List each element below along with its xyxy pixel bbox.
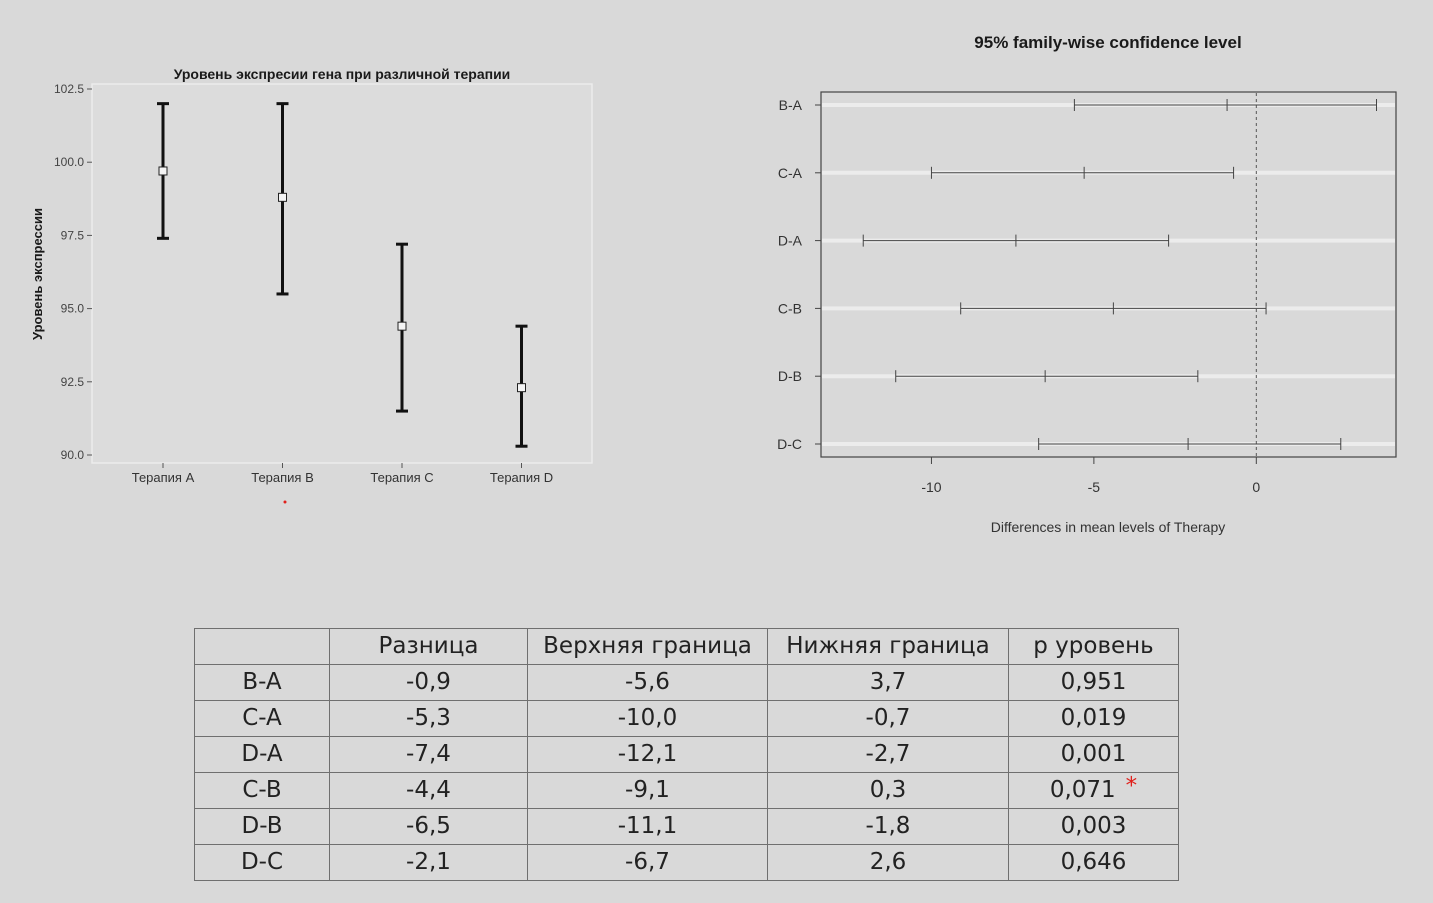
cell-p: 0,003 bbox=[1008, 808, 1179, 845]
table-header-pair bbox=[194, 628, 330, 665]
p-value: 0,646 bbox=[1060, 849, 1127, 875]
chart1-ylabel: Уровень экспрессии bbox=[30, 208, 45, 340]
table-row: D-B -6,5 -11,1 -1,8 0,003 bbox=[194, 808, 1179, 845]
table-row: D-C -2,1 -6,7 2,6 0,646 bbox=[194, 844, 1179, 881]
cell-pair: C-B bbox=[194, 772, 330, 809]
x-tick-label: Терапия C bbox=[370, 470, 433, 485]
x-tick-label: Терапия B bbox=[251, 470, 314, 485]
y-tick-label: 90.0 bbox=[61, 448, 85, 462]
p-value: 0,071 bbox=[1049, 777, 1116, 803]
cell-upper: -11,1 bbox=[527, 808, 768, 845]
cell-upper: -12,1 bbox=[527, 736, 768, 773]
p-value: 0,003 bbox=[1060, 813, 1127, 839]
mean-marker bbox=[397, 321, 407, 331]
table-row: D-A -7,4 -12,1 -2,7 0,001 bbox=[194, 736, 1179, 773]
chart1-title: Уровень экспресии гена при различной тер… bbox=[174, 66, 511, 82]
cell-pair: D-A bbox=[194, 736, 330, 773]
cell-upper: -5,6 bbox=[527, 664, 768, 701]
cell-diff: -0,9 bbox=[329, 664, 528, 701]
cell-p: 0,071 * bbox=[1008, 772, 1179, 809]
y-tick-label: 100.0 bbox=[54, 155, 84, 169]
cell-upper: -10,0 bbox=[527, 700, 768, 737]
chart1-plot-area bbox=[91, 83, 593, 464]
cell-p: 0,001 bbox=[1008, 736, 1179, 773]
y-tick-label: 102.5 bbox=[54, 82, 84, 96]
y-tick-label: 92.5 bbox=[61, 375, 85, 389]
y-tick-label: 97.5 bbox=[61, 228, 85, 242]
cell-upper: -9,1 bbox=[527, 772, 768, 809]
table-header-lower: Нижняя граница bbox=[767, 628, 1009, 665]
table-row: C-B -4,4 -9,1 0,3 0,071 * bbox=[194, 772, 1179, 809]
cell-p: 0,019 bbox=[1008, 700, 1179, 737]
mean-marker bbox=[158, 166, 168, 176]
cell-lower: 2,6 bbox=[767, 844, 1009, 881]
cell-pair: D-C bbox=[194, 844, 330, 881]
red-dot bbox=[283, 500, 287, 504]
chart1-y-axis: 90.0 92.5 95.0 97.5 100.0 102.5 bbox=[54, 82, 92, 462]
chart1-x-axis: Терапия A Терапия B Терапия C Терапия D bbox=[132, 463, 553, 485]
significance-asterisk: * bbox=[1125, 773, 1138, 799]
table-row: C-A -5,3 -10,0 -0,7 0,019 bbox=[194, 700, 1179, 737]
x-tick-label: Терапия D bbox=[490, 470, 553, 485]
table-header-diff: Разница bbox=[329, 628, 528, 665]
table-header-p: p уровень bbox=[1008, 628, 1179, 665]
cell-p: 0,951 bbox=[1008, 664, 1179, 701]
cell-p: 0,646 bbox=[1008, 844, 1179, 881]
cell-lower: -2,7 bbox=[767, 736, 1009, 773]
cell-lower: -0,7 bbox=[767, 700, 1009, 737]
chart1-marks bbox=[157, 102, 528, 448]
cell-pair: B-A bbox=[194, 664, 330, 701]
cell-pair: C-A bbox=[194, 700, 330, 737]
table-header-row: Разница Верхняя граница Нижняя граница p… bbox=[194, 628, 1179, 665]
p-value: 0,019 bbox=[1060, 705, 1127, 731]
cell-lower: -1,8 bbox=[767, 808, 1009, 845]
table-header-upper: Верхняя граница bbox=[527, 628, 768, 665]
cell-diff: -4,4 bbox=[329, 772, 528, 809]
comparison-table: Разница Верхняя граница Нижняя граница p… bbox=[194, 628, 1179, 881]
cell-diff: -5,3 bbox=[329, 700, 528, 737]
cell-diff: -7,4 bbox=[329, 736, 528, 773]
cell-pair: D-B bbox=[194, 808, 330, 845]
mean-marker bbox=[278, 192, 287, 202]
p-value: 0,951 bbox=[1060, 669, 1127, 695]
cell-diff: -6,5 bbox=[329, 808, 528, 845]
p-value: 0,001 bbox=[1060, 741, 1127, 767]
y-tick-label: 95.0 bbox=[61, 302, 85, 316]
x-tick-label: Терапия A bbox=[132, 470, 195, 485]
cell-diff: -2,1 bbox=[329, 844, 528, 881]
cell-lower: 0,3 bbox=[767, 772, 1009, 809]
cell-upper: -6,7 bbox=[527, 844, 768, 881]
cell-lower: 3,7 bbox=[767, 664, 1009, 701]
mean-marker bbox=[517, 383, 526, 393]
table-row: B-A -0,9 -5,6 3,7 0,951 bbox=[194, 664, 1179, 701]
